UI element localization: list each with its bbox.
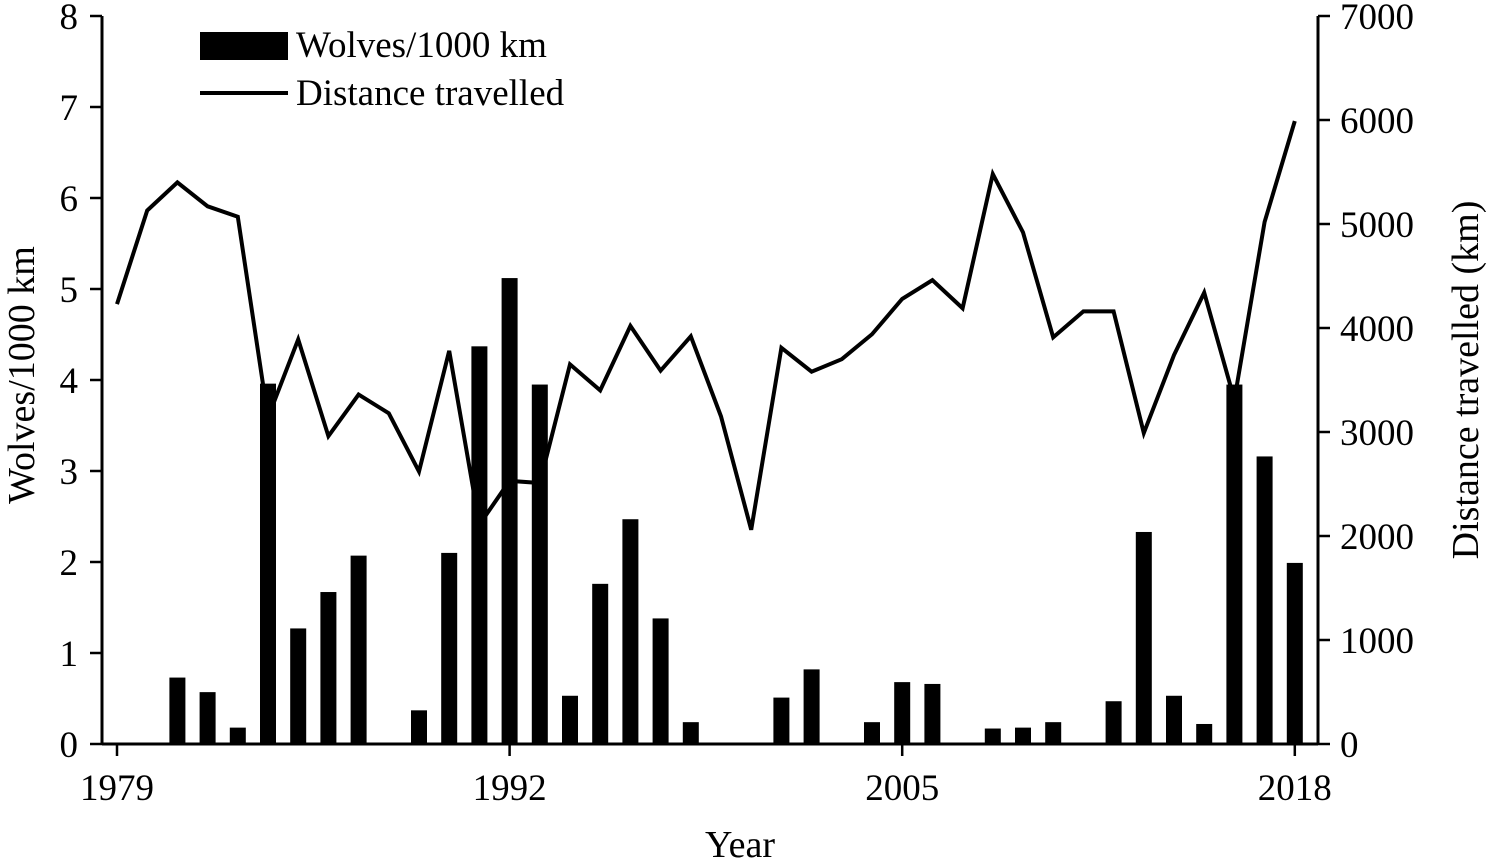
x-axis-title: Year bbox=[705, 824, 775, 860]
wolves-bar-2018 bbox=[1286, 562, 1303, 744]
wolves-bar-2002 bbox=[803, 669, 820, 744]
right-tick-label: 6000 bbox=[1340, 101, 1414, 142]
wolves-bar-2005 bbox=[894, 682, 911, 744]
right-tick-label: 5000 bbox=[1340, 205, 1414, 246]
left-tick-label: 1 bbox=[60, 634, 79, 675]
wolves-bar-1996 bbox=[622, 519, 639, 744]
x-tick-label: 1979 bbox=[80, 768, 154, 809]
wolves-bars bbox=[169, 278, 1303, 744]
x-tick-label: 2005 bbox=[865, 768, 939, 809]
left-tick-label: 5 bbox=[60, 270, 79, 311]
right-tick-label: 1000 bbox=[1340, 621, 1414, 662]
wolves-bar-1992 bbox=[501, 278, 518, 744]
wolves-bar-1984 bbox=[260, 383, 276, 744]
right-y-axis-title: Distance travelled (km) bbox=[1445, 201, 1487, 560]
wolves-bar-2008 bbox=[984, 728, 1001, 744]
wolves-bar-2017 bbox=[1256, 456, 1273, 744]
distance-travelled-line bbox=[115, 120, 1297, 531]
right-tick-label: 3000 bbox=[1340, 413, 1414, 454]
legend-label-wolves: Wolves/1000 km bbox=[296, 25, 547, 66]
wolves-bar-1991 bbox=[471, 346, 488, 744]
left-tick-label: 0 bbox=[60, 725, 79, 766]
wolves-bar-2006 bbox=[924, 683, 941, 744]
wolves-bar-1983 bbox=[229, 727, 246, 744]
x-ticks: 1979 1992 2005 2018 bbox=[80, 744, 1332, 809]
left-tick-label: 8 bbox=[60, 0, 79, 38]
right-tick-label: 0 bbox=[1340, 725, 1359, 766]
right-y-ticks: 0 1000 2000 3000 4000 5000 6000 7000 bbox=[1318, 0, 1414, 766]
wolves-bar-2016 bbox=[1226, 384, 1243, 744]
legend-bar-swatch bbox=[200, 32, 288, 60]
right-tick-label: 7000 bbox=[1340, 0, 1414, 38]
wolves-bar-1993 bbox=[531, 384, 548, 744]
wolves-bar-2004 bbox=[864, 722, 880, 744]
wolves-bar-1998 bbox=[682, 722, 699, 744]
wolves-bar-1982 bbox=[199, 692, 216, 744]
right-tick-label: 4000 bbox=[1340, 309, 1414, 350]
wolves-bar-2010 bbox=[1045, 722, 1062, 744]
x-tick-label: 1992 bbox=[473, 768, 547, 809]
wolves-bar-2012 bbox=[1105, 701, 1122, 744]
wolves-bar-2013 bbox=[1135, 531, 1152, 744]
x-tick-label: 2018 bbox=[1258, 768, 1332, 809]
wolves-bar-1981 bbox=[169, 677, 186, 744]
wolves-bar-2001 bbox=[773, 697, 790, 744]
wolves-bar-1986 bbox=[320, 592, 337, 744]
wolves-bar-2015 bbox=[1196, 723, 1213, 744]
wolves-bar-1994 bbox=[562, 695, 578, 744]
left-y-axis-title: Wolves/1000 km bbox=[1, 246, 43, 504]
wolves-bar-1989 bbox=[411, 710, 427, 744]
wolves-bar-1985 bbox=[290, 628, 307, 744]
wolves-bar-1995 bbox=[592, 583, 609, 744]
right-tick-label: 2000 bbox=[1340, 517, 1414, 558]
wolves-bar-1997 bbox=[652, 618, 669, 744]
left-tick-label: 4 bbox=[60, 361, 79, 402]
left-y-ticks: 0 1 2 3 4 5 6 7 8 bbox=[60, 0, 102, 766]
wolves-bar-2014 bbox=[1166, 695, 1182, 744]
left-tick-label: 6 bbox=[60, 179, 79, 220]
wolves-bar-1990 bbox=[441, 552, 458, 744]
left-tick-label: 7 bbox=[60, 88, 79, 129]
wolves-bar-2009 bbox=[1015, 727, 1031, 744]
legend-label-distance: Distance travelled bbox=[296, 73, 565, 114]
wolves-bar-1987 bbox=[350, 555, 367, 744]
left-tick-label: 2 bbox=[60, 543, 79, 584]
left-tick-label: 3 bbox=[60, 452, 79, 493]
legend: Wolves/1000 km Distance travelled bbox=[200, 25, 565, 114]
